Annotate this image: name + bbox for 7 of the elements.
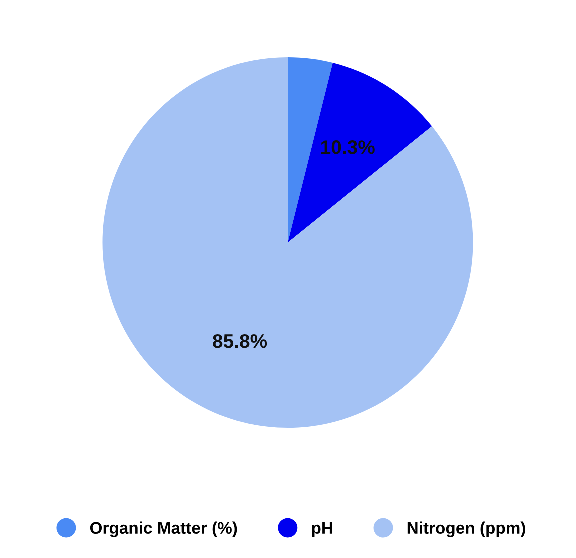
data-label: 10.3%	[322, 140, 375, 154]
legend-label: Nitrogen (ppm)	[408, 522, 526, 538]
pie-slice	[102, 57, 474, 428]
legend-label: Organic Matter (%)	[90, 522, 238, 538]
pie-slice	[288, 63, 432, 243]
data-label: 85.8%	[213, 334, 268, 348]
legend-label: pH	[312, 522, 332, 538]
